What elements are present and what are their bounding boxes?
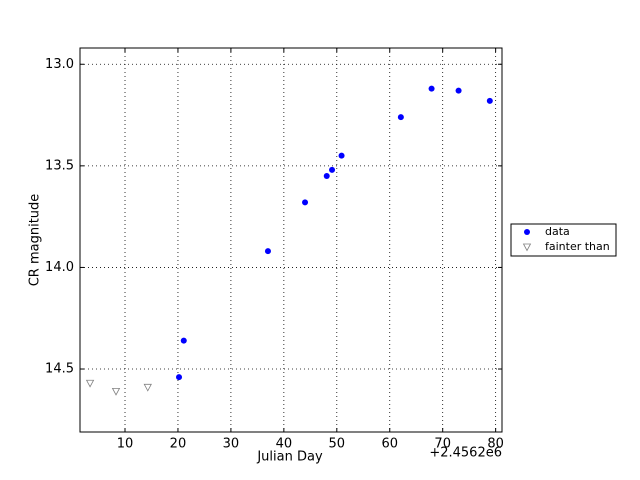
legend-label: data <box>545 225 570 238</box>
y-tick-label: 14.5 <box>45 362 74 377</box>
x-offset-label: +2.4562e6 <box>429 446 502 461</box>
point <box>264 248 271 255</box>
point <box>428 85 435 92</box>
legend-box <box>510 223 617 257</box>
x-axis-label: Julian Day <box>256 450 323 465</box>
x-tick-label: 30 <box>223 437 240 452</box>
legend-marker <box>524 229 530 235</box>
y-tick-label: 13.5 <box>45 158 74 173</box>
legend-label: fainter than <box>545 240 610 253</box>
x-tick-label: 20 <box>170 437 187 452</box>
x-tick-label: 10 <box>117 437 134 452</box>
point <box>486 97 493 104</box>
y-axis-label: CR magnitude <box>28 194 43 287</box>
point <box>338 152 345 159</box>
y-tick-label: 14.0 <box>45 260 74 275</box>
point <box>397 114 404 121</box>
point <box>85 379 95 388</box>
point <box>111 387 121 396</box>
x-tick-label: 40 <box>276 437 293 452</box>
point <box>143 383 152 392</box>
x-tick-label: 50 <box>329 437 346 452</box>
point <box>176 374 183 381</box>
point <box>455 87 462 94</box>
x-tick-label: 80 <box>487 437 504 452</box>
plot-frame <box>79 47 503 433</box>
point <box>323 173 330 179</box>
point <box>302 199 309 206</box>
legend-marker <box>522 243 532 252</box>
y-tick-label: 13.0 <box>45 57 74 72</box>
point <box>180 337 187 344</box>
point <box>329 166 336 173</box>
x-tick-label: 70 <box>434 437 451 452</box>
x-tick-label: 60 <box>381 437 398 452</box>
